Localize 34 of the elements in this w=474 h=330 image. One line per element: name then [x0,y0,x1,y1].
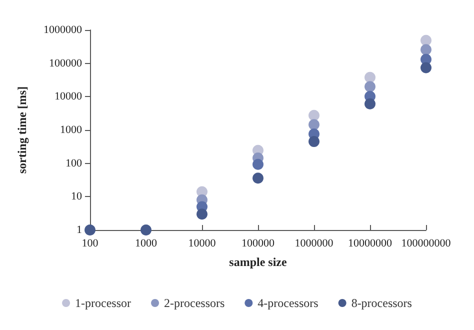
y-tick-label: 100 [66,157,82,170]
point [84,224,96,236]
legend-label: 2-processors [164,296,225,310]
point [364,98,376,110]
point [308,110,320,121]
point [420,62,432,74]
point [308,136,320,148]
point [196,208,208,220]
x-tick-label: 10000 [188,238,216,250]
y-tick-label: 10 [71,190,82,203]
x-tick-label: 10000000 [348,238,392,250]
point [140,224,152,236]
y-tick-label: 1000000 [44,24,82,36]
x-tick-label: 1000000 [294,238,334,250]
point [420,44,432,56]
point [364,81,376,92]
legend-label: 8-processors [351,296,412,310]
legend-label: 1-processor [75,296,132,310]
point [364,72,376,83]
legend-label: 4-processors [258,296,319,310]
point [420,34,432,46]
y-tick-label: 100000 [49,57,82,70]
x-tick-label: 100000000 [401,238,452,250]
x-tick-label: 1000 [135,238,158,250]
y-axis-title: sorting time [ms] [15,86,29,174]
x-tick-label: 100 [82,238,99,250]
y-tick-label: 1000 [60,124,82,136]
y-tick-label: 1 [76,224,82,236]
point [252,172,264,184]
point [252,158,264,170]
y-tick-label: 10000 [54,90,82,103]
x-tick-label: 100000 [242,238,275,250]
point [308,119,320,130]
x-axis-title: sample size [229,255,288,269]
